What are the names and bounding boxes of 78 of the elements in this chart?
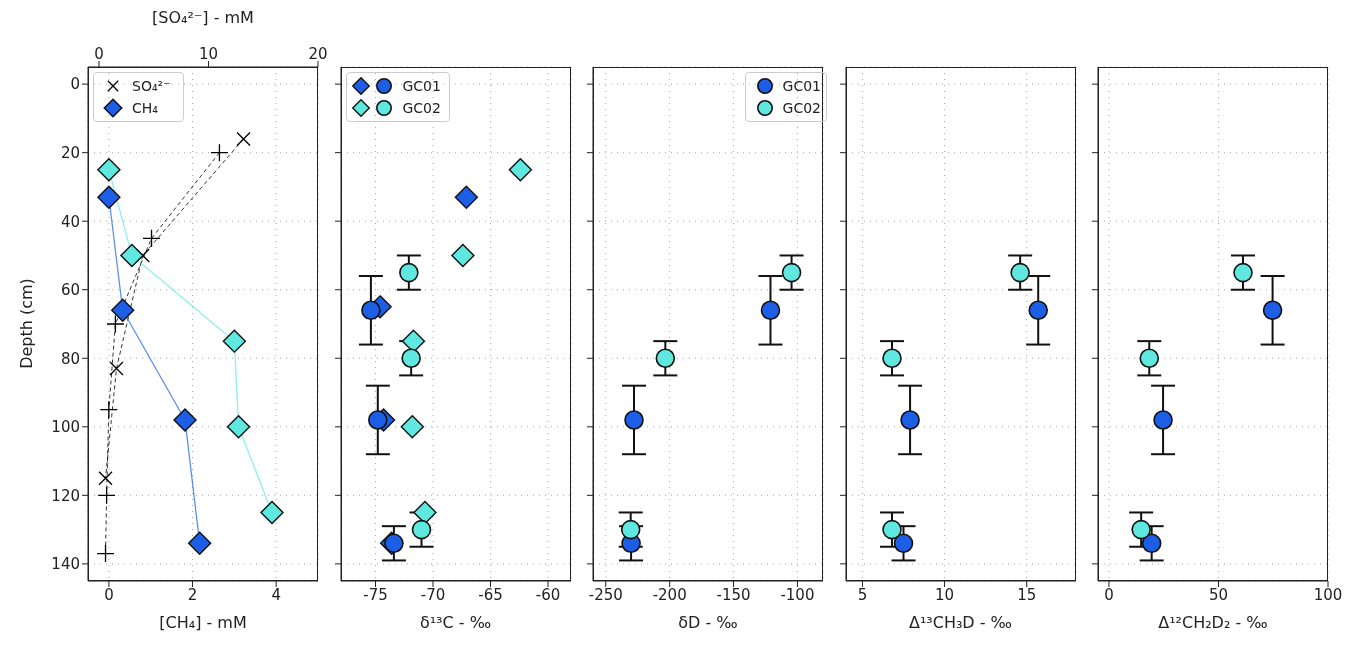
point bbox=[111, 298, 135, 322]
x-axis-title: [CH₄] - mM bbox=[158, 613, 248, 632]
point bbox=[120, 243, 144, 268]
x2-tick-label: 0 bbox=[94, 45, 104, 63]
point bbox=[260, 500, 284, 525]
point bbox=[881, 519, 902, 540]
point bbox=[760, 300, 781, 321]
x-tick-label: 100 bbox=[1313, 585, 1343, 604]
point bbox=[508, 158, 532, 182]
point bbox=[893, 533, 913, 554]
legend-label: CH₄ bbox=[132, 100, 158, 116]
x-tick-label: 5 bbox=[857, 585, 867, 604]
x-axis-title: δ¹³C - ‰ bbox=[418, 613, 493, 632]
point bbox=[620, 519, 641, 540]
point bbox=[367, 410, 388, 430]
point bbox=[400, 348, 421, 369]
point bbox=[781, 262, 802, 283]
point bbox=[1027, 300, 1048, 321]
point bbox=[624, 410, 644, 430]
point bbox=[1139, 348, 1160, 369]
x-tick-label: 50 bbox=[1208, 585, 1229, 604]
x-tick-label: -250 bbox=[588, 585, 623, 604]
x-axis-title: Δ¹²CH₂D₂ - ‰ bbox=[1157, 613, 1269, 632]
point bbox=[400, 415, 424, 439]
point bbox=[450, 243, 475, 268]
point bbox=[412, 500, 437, 525]
point bbox=[1153, 410, 1173, 430]
x2-tick-label: 10 bbox=[198, 45, 219, 63]
x-tick-label: 10 bbox=[934, 585, 954, 604]
x-tick-label: 0 bbox=[104, 585, 114, 604]
y-tick-label: 140 bbox=[51, 555, 80, 574]
point bbox=[360, 300, 381, 321]
point bbox=[398, 262, 419, 283]
y-tick-label: 0 bbox=[70, 75, 80, 94]
y-tick-label: 80 bbox=[60, 349, 80, 368]
x2-axis-title: [SO₄²⁻] - mM bbox=[151, 8, 255, 27]
point bbox=[173, 408, 197, 432]
x-tick-label: -75 bbox=[362, 585, 388, 604]
x-tick-label: 15 bbox=[1016, 585, 1036, 604]
point bbox=[411, 519, 431, 540]
legend-label: GC02 bbox=[782, 100, 821, 116]
x-axis-title: δD - ‰ bbox=[677, 613, 739, 632]
point bbox=[881, 348, 902, 369]
point bbox=[1262, 300, 1283, 321]
point bbox=[226, 415, 251, 439]
point bbox=[1141, 533, 1162, 554]
legend-label: GC01 bbox=[782, 78, 821, 94]
point bbox=[899, 410, 920, 430]
x-tick-label: -100 bbox=[780, 585, 815, 604]
y-tick-label: 60 bbox=[60, 281, 80, 300]
point bbox=[97, 185, 121, 209]
y-tick-label: 40 bbox=[60, 212, 80, 231]
point bbox=[187, 531, 212, 556]
legend-label: GC02 bbox=[402, 100, 441, 116]
x-tick-label: -60 bbox=[535, 585, 560, 604]
x-tick-label: 2 bbox=[187, 585, 198, 604]
point bbox=[1131, 519, 1151, 540]
point bbox=[454, 185, 478, 209]
y-tick-label: 20 bbox=[60, 143, 80, 162]
x2-tick-label: 20 bbox=[308, 45, 328, 63]
y-tick-label: 100 bbox=[51, 418, 80, 437]
y-axis-title: Depth (cm) bbox=[16, 277, 36, 371]
x-tick-label: -200 bbox=[652, 585, 687, 604]
legend-label: SO₄²⁻ bbox=[132, 78, 171, 94]
point bbox=[1009, 262, 1030, 283]
x-tick-label: 4 bbox=[271, 585, 281, 604]
point bbox=[1233, 262, 1253, 283]
x-axis-title: Δ¹³CH₃D - ‰ bbox=[907, 613, 1014, 632]
x-tick-label: 0 bbox=[1104, 585, 1114, 604]
x-tick-label: -65 bbox=[477, 585, 503, 604]
x-tick-label: -150 bbox=[716, 585, 751, 604]
y-tick-label: 120 bbox=[51, 486, 80, 505]
point bbox=[655, 348, 676, 369]
x-tick-label: -70 bbox=[420, 585, 445, 604]
legend-label: GC01 bbox=[402, 78, 441, 94]
point bbox=[401, 329, 425, 353]
point bbox=[222, 329, 247, 353]
point bbox=[97, 158, 121, 182]
